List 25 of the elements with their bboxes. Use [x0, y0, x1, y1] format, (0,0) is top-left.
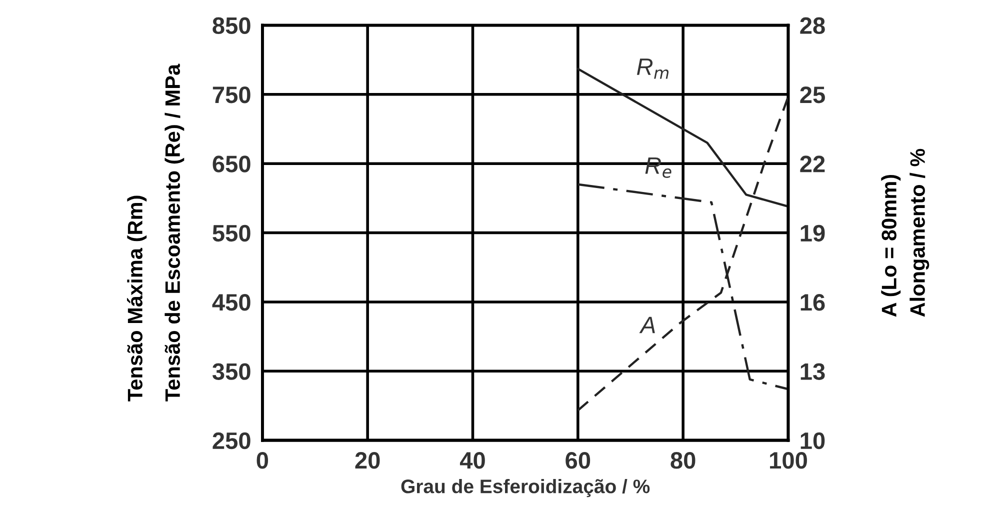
x-axis-title: Grau de Esferoidização / % — [401, 479, 650, 498]
x-tick-label: 0 — [256, 452, 268, 469]
y-tick-label: 450 — [212, 294, 250, 311]
series-label: R$_{m}$ — [636, 58, 668, 79]
y-tick-label: 350 — [212, 363, 250, 380]
x-tick-label: 100 — [770, 452, 807, 469]
x-tick-label: 60 — [566, 452, 590, 469]
y-axis-title: Tensão Máxima (Rm) Tensão de Escoamento (Re) / MPa — [126, 64, 184, 402]
x-tick-label: 40 — [460, 452, 485, 469]
series-label: A — [639, 316, 655, 334]
x-tick-label: 80 — [670, 452, 696, 469]
x-tick-label: 20 — [355, 452, 380, 469]
y2-tick-label: 10 — [800, 432, 825, 450]
y2-tick-label: 19 — [800, 224, 825, 242]
y-tick-label: 750 — [212, 86, 250, 104]
y2-tick-label: 13 — [800, 363, 825, 380]
y2-axis-title: A (Lo = 80mm) Alongamento / % — [881, 148, 930, 317]
y-tick-label: 550 — [212, 224, 250, 242]
y-tick-label: 850 — [212, 17, 250, 34]
y2-tick-label: 16 — [800, 294, 825, 311]
y-tick-label: 650 — [212, 156, 250, 172]
y2-tick-label: 22 — [800, 156, 825, 172]
y2-tick-label: 25 — [800, 86, 825, 104]
y-tick-label: 250 — [212, 432, 250, 450]
y2-tick-label: 28 — [800, 17, 825, 34]
